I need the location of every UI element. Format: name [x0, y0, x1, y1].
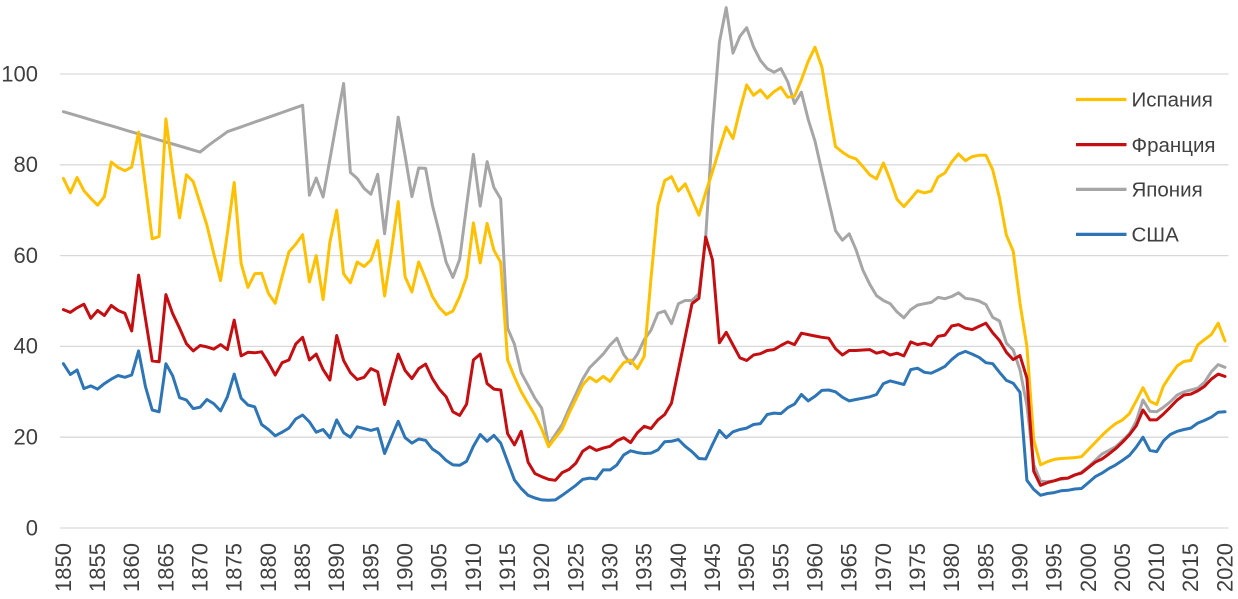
svg-text:1990: 1990 — [1007, 543, 1032, 592]
svg-text:1975: 1975 — [905, 543, 930, 592]
svg-text:2000: 2000 — [1076, 543, 1101, 592]
svg-text:Япония: Япония — [1132, 179, 1203, 202]
svg-text:США: США — [1132, 224, 1180, 247]
svg-text:1915: 1915 — [495, 543, 520, 592]
svg-text:1940: 1940 — [666, 543, 691, 592]
svg-text:2015: 2015 — [1178, 543, 1203, 592]
svg-text:40: 40 — [14, 334, 38, 359]
svg-text:80: 80 — [14, 152, 38, 177]
svg-text:1855: 1855 — [85, 543, 110, 592]
svg-text:1950: 1950 — [734, 543, 759, 592]
svg-text:1920: 1920 — [529, 543, 554, 592]
svg-text:Испания: Испания — [1132, 89, 1213, 112]
svg-text:100: 100 — [1, 61, 38, 86]
svg-text:1945: 1945 — [700, 543, 725, 592]
svg-text:1850: 1850 — [51, 543, 76, 592]
svg-text:1955: 1955 — [768, 543, 793, 592]
svg-text:1860: 1860 — [119, 543, 144, 592]
svg-text:20: 20 — [14, 425, 38, 450]
svg-text:1960: 1960 — [802, 543, 827, 592]
svg-text:2010: 2010 — [1144, 543, 1169, 592]
svg-text:1935: 1935 — [632, 543, 657, 592]
svg-text:1900: 1900 — [393, 543, 418, 592]
svg-text:1995: 1995 — [1042, 543, 1067, 592]
svg-text:1875: 1875 — [222, 543, 247, 592]
svg-text:60: 60 — [14, 243, 38, 268]
svg-text:1895: 1895 — [358, 543, 383, 592]
svg-text:1965: 1965 — [837, 543, 862, 592]
svg-text:0: 0 — [26, 515, 38, 540]
svg-text:1885: 1885 — [290, 543, 315, 592]
svg-text:1930: 1930 — [598, 543, 623, 592]
svg-text:1985: 1985 — [973, 543, 998, 592]
svg-text:1870: 1870 — [188, 543, 213, 592]
svg-text:2005: 2005 — [1110, 543, 1135, 592]
svg-text:Франция: Франция — [1132, 134, 1216, 157]
svg-text:1905: 1905 — [427, 543, 452, 592]
svg-text:1890: 1890 — [324, 543, 349, 592]
svg-text:1970: 1970 — [871, 543, 896, 592]
svg-text:1925: 1925 — [563, 543, 588, 592]
svg-text:1880: 1880 — [256, 543, 281, 592]
svg-text:1980: 1980 — [939, 543, 964, 592]
svg-text:1910: 1910 — [461, 543, 486, 592]
svg-text:1865: 1865 — [153, 543, 178, 592]
svg-text:2020: 2020 — [1212, 543, 1237, 592]
